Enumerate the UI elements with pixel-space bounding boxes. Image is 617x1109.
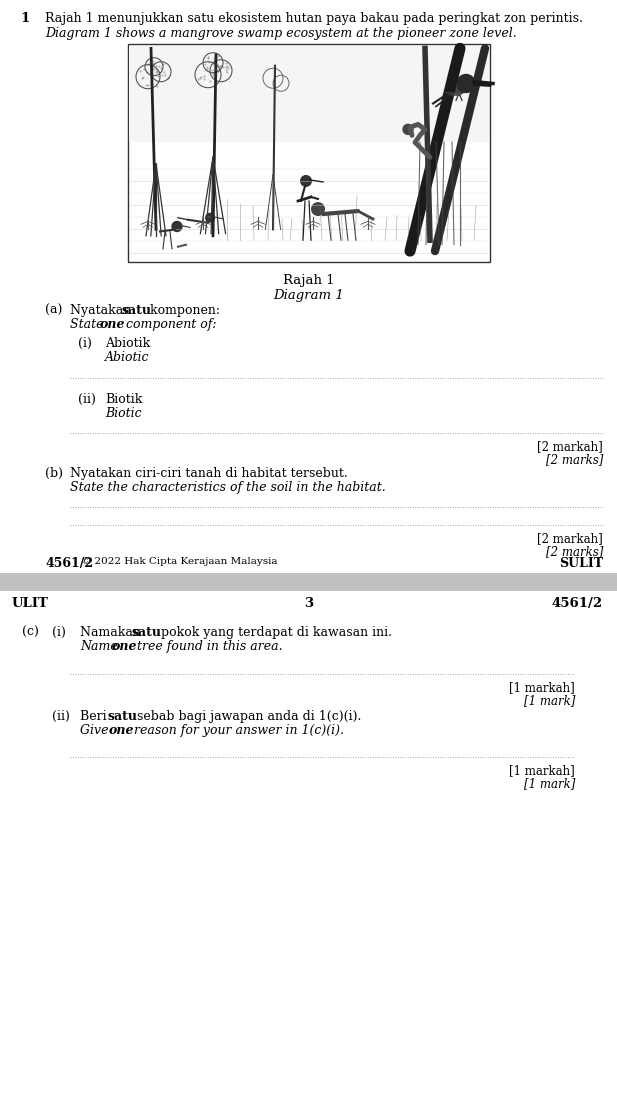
- Text: Biotik: Biotik: [105, 393, 143, 406]
- Text: ULIT: ULIT: [12, 597, 49, 610]
- Text: Namakan: Namakan: [80, 625, 145, 639]
- Text: (ii): (ii): [52, 710, 70, 723]
- Text: Abiotik: Abiotik: [105, 337, 151, 350]
- Text: 4561/2: 4561/2: [45, 557, 93, 570]
- Text: (b): (b): [45, 467, 63, 480]
- Text: State the characteristics of the soil in the habitat.: State the characteristics of the soil in…: [70, 481, 386, 494]
- Text: tree found in this area.: tree found in this area.: [133, 640, 283, 653]
- Text: 4561/2: 4561/2: [552, 597, 603, 610]
- Text: satu: satu: [132, 625, 162, 639]
- Text: (i): (i): [78, 337, 92, 350]
- Bar: [129, 47, 489, 142]
- Text: [1 markah]: [1 markah]: [509, 764, 575, 777]
- Text: Name: Name: [80, 640, 122, 653]
- Text: Nyatakan: Nyatakan: [70, 304, 135, 317]
- Text: one: one: [109, 724, 135, 737]
- Text: one: one: [100, 318, 125, 330]
- Text: [1 mark]: [1 mark]: [524, 777, 575, 790]
- Text: satu: satu: [108, 710, 138, 723]
- Text: (a): (a): [45, 304, 62, 317]
- Text: Beri: Beri: [80, 710, 110, 723]
- Text: Biotic: Biotic: [105, 407, 142, 420]
- Text: Rajah 1 menunjukkan satu ekosistem hutan paya bakau pada peringkat zon perintis.: Rajah 1 menunjukkan satu ekosistem hutan…: [45, 12, 583, 26]
- Circle shape: [172, 222, 182, 232]
- Text: [2 marks]: [2 marks]: [545, 545, 603, 558]
- Circle shape: [205, 213, 215, 223]
- Circle shape: [300, 175, 312, 187]
- Circle shape: [403, 124, 413, 134]
- Text: Rajah 1: Rajah 1: [283, 274, 335, 287]
- Ellipse shape: [447, 85, 465, 95]
- Text: (ii): (ii): [78, 393, 96, 406]
- Text: Nyatakan ciri-ciri tanah di habitat tersebut.: Nyatakan ciri-ciri tanah di habitat ters…: [70, 467, 348, 480]
- Text: one: one: [112, 640, 138, 653]
- Text: Diagram 1 shows a mangrove swamp ecosystem at the pioneer zone level.: Diagram 1 shows a mangrove swamp ecosyst…: [45, 27, 517, 40]
- Text: sebab bagi jawapan anda di 1(c)(i).: sebab bagi jawapan anda di 1(c)(i).: [133, 710, 362, 723]
- Text: [1 mark]: [1 mark]: [524, 694, 575, 708]
- Text: [2 markah]: [2 markah]: [537, 532, 603, 545]
- Circle shape: [457, 74, 475, 92]
- Text: State: State: [70, 318, 107, 330]
- Text: Abiotic: Abiotic: [105, 352, 149, 364]
- Text: 1: 1: [20, 12, 29, 26]
- Text: Diagram 1: Diagram 1: [273, 289, 344, 302]
- Text: pokok yang terdapat di kawasan ini.: pokok yang terdapat di kawasan ini.: [157, 625, 392, 639]
- Text: 3: 3: [304, 597, 313, 610]
- Text: © 2022 Hak Cipta Kerajaan Malaysia: © 2022 Hak Cipta Kerajaan Malaysia: [81, 557, 278, 566]
- Text: satu: satu: [121, 304, 151, 317]
- Text: (i): (i): [52, 625, 66, 639]
- Text: reason for your answer in 1(c)(i).: reason for your answer in 1(c)(i).: [130, 724, 344, 737]
- Bar: [128, 44, 490, 262]
- Text: [2 markah]: [2 markah]: [537, 440, 603, 452]
- Text: component of:: component of:: [122, 318, 217, 330]
- Text: SULIT: SULIT: [559, 557, 603, 570]
- Text: komponen:: komponen:: [146, 304, 220, 317]
- Bar: [0, 573, 617, 591]
- Text: Give: Give: [80, 724, 112, 737]
- Text: [1 markah]: [1 markah]: [509, 681, 575, 694]
- Circle shape: [311, 202, 325, 216]
- Text: (c): (c): [22, 625, 39, 639]
- Text: [2 marks]: [2 marks]: [545, 452, 603, 466]
